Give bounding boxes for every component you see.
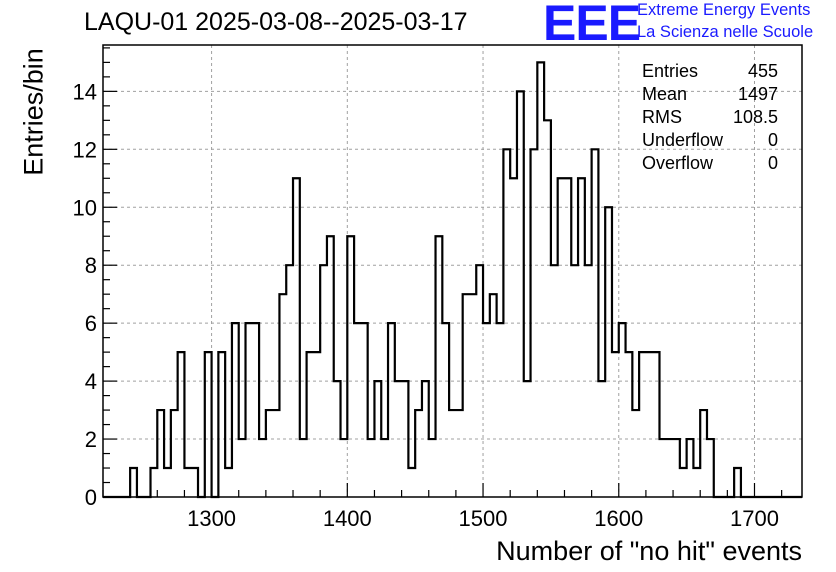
tick-labels: 1300 1400 1500 1600 1700 0 2 4 6 8 10 12 14 [73, 79, 779, 531]
stat-rms-label: RMS [642, 107, 682, 127]
stat-underflow: Underflow 0 [642, 129, 778, 152]
y-tick-label: 12 [73, 137, 97, 162]
y-tick-label: 6 [85, 311, 97, 336]
logo-line-2: La Scienza nelle Scuole [637, 23, 814, 41]
stat-overflow-value: 0 [767, 153, 778, 173]
eee-logo: EEE [543, 0, 641, 51]
x-tick-label: 1600 [594, 506, 643, 531]
grid-lines [103, 45, 802, 497]
plot-frame [102, 44, 803, 498]
logo-line-1: Extreme Energy Events [637, 1, 811, 19]
stat-mean-label: Mean [642, 84, 688, 104]
stat-overflow-label: Overflow [642, 153, 714, 173]
x-axis-title: Number of "no hit" events [496, 536, 802, 566]
x-tick-label: 1400 [323, 506, 372, 531]
stat-underflow-value: 0 [767, 130, 778, 150]
x-tick-label: 1300 [187, 506, 236, 531]
stat-entries: Entries 455 [642, 60, 778, 83]
stat-rms: RMS 108.5 [642, 106, 778, 129]
y-tick-label: 4 [85, 369, 97, 394]
axis-ticks [102, 47, 783, 498]
stat-entries-value: 455 [747, 61, 778, 81]
y-axis-title: Entries/bin [18, 48, 49, 176]
stats-box: Entries 455 Mean 1497 RMS 108.5 Underflo… [642, 60, 778, 175]
stat-mean-value: 1497 [737, 84, 778, 104]
stat-mean: Mean 1497 [642, 83, 778, 106]
y-tick-label: 0 [85, 485, 97, 510]
stat-rms-value: 108.5 [732, 107, 778, 127]
stat-underflow-label: Underflow [642, 130, 724, 150]
y-tick-label: 14 [73, 79, 97, 104]
y-tick-label: 2 [85, 427, 97, 452]
x-tick-label: 1500 [459, 506, 508, 531]
stat-overflow: Overflow 0 [642, 152, 778, 175]
y-tick-label: 10 [73, 195, 97, 220]
histogram-outline [103, 61, 802, 499]
chart-title: LAQU-01 2025-03-08--2025-03-17 [84, 8, 468, 36]
y-tick-label: 8 [85, 253, 97, 278]
x-tick-label: 1700 [730, 506, 779, 531]
stat-entries-label: Entries [642, 61, 699, 81]
